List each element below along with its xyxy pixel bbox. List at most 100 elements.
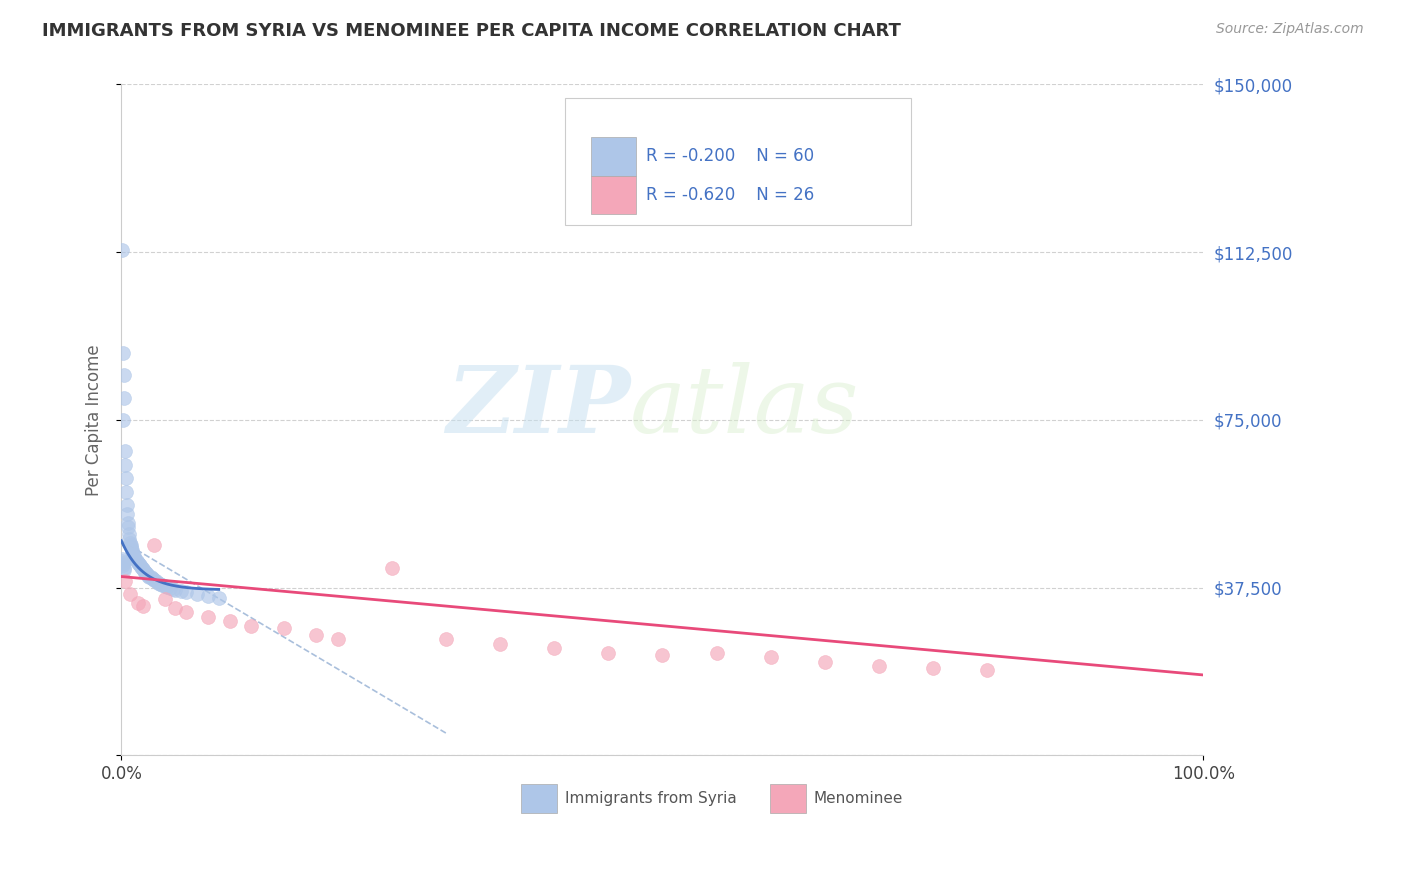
Point xyxy=(305,628,328,642)
Text: R = -0.200    N = 60: R = -0.200 N = 60 xyxy=(647,147,814,165)
Point xyxy=(197,589,219,603)
Point xyxy=(146,575,169,590)
Point xyxy=(118,527,141,541)
Point xyxy=(111,346,134,360)
FancyBboxPatch shape xyxy=(520,784,557,814)
Point xyxy=(122,547,145,561)
Point xyxy=(598,646,620,660)
Text: IMMIGRANTS FROM SYRIA VS MENOMINEE PER CAPITA INCOME CORRELATION CHART: IMMIGRANTS FROM SYRIA VS MENOMINEE PER C… xyxy=(42,22,901,40)
Point xyxy=(162,582,184,596)
Point xyxy=(111,243,134,257)
Point xyxy=(124,549,146,564)
Point xyxy=(118,587,141,601)
Point xyxy=(131,561,153,575)
Point xyxy=(111,556,134,570)
Point xyxy=(186,587,208,601)
Point xyxy=(434,632,457,647)
Point xyxy=(134,565,156,579)
Point xyxy=(142,573,165,587)
Point xyxy=(114,444,136,458)
Point xyxy=(121,542,143,557)
Point xyxy=(112,391,135,405)
Y-axis label: Per Capita Income: Per Capita Income xyxy=(86,344,103,496)
Point xyxy=(651,648,673,662)
Point xyxy=(153,579,176,593)
FancyBboxPatch shape xyxy=(591,176,637,214)
Point xyxy=(138,568,160,582)
Point xyxy=(139,570,162,584)
Text: Menominee: Menominee xyxy=(814,791,903,806)
Point xyxy=(117,507,139,521)
Text: Immigrants from Syria: Immigrants from Syria xyxy=(565,791,737,806)
Point xyxy=(114,574,136,588)
Point xyxy=(129,559,152,574)
Point xyxy=(117,520,139,534)
Point xyxy=(976,664,998,678)
Point xyxy=(165,600,187,615)
FancyBboxPatch shape xyxy=(769,784,807,814)
Point xyxy=(117,516,139,530)
Point xyxy=(114,458,136,472)
Point xyxy=(132,564,155,578)
Text: atlas: atlas xyxy=(630,361,859,451)
Point xyxy=(112,563,135,577)
Point xyxy=(114,471,136,485)
Point xyxy=(208,591,231,605)
Point xyxy=(112,558,135,573)
Point xyxy=(111,554,134,568)
Point xyxy=(115,498,138,512)
Point xyxy=(159,581,181,595)
Text: Source: ZipAtlas.com: Source: ZipAtlas.com xyxy=(1216,22,1364,37)
Point xyxy=(128,557,150,571)
Point xyxy=(118,536,141,550)
Point xyxy=(118,532,141,546)
Point xyxy=(174,585,197,599)
Point xyxy=(868,659,890,673)
Point xyxy=(111,551,134,566)
Point xyxy=(153,591,176,606)
Point xyxy=(112,560,135,574)
Point xyxy=(922,661,945,675)
Point xyxy=(543,641,565,656)
Point xyxy=(149,577,172,591)
Point xyxy=(152,578,174,592)
Point xyxy=(121,545,143,559)
Point xyxy=(170,583,193,598)
Point xyxy=(174,605,197,619)
Point xyxy=(135,566,157,581)
Point xyxy=(240,619,263,633)
Point xyxy=(127,596,149,610)
Point xyxy=(138,569,160,583)
Point xyxy=(165,582,187,597)
Point xyxy=(273,621,295,635)
Point xyxy=(814,655,837,669)
Point xyxy=(197,609,219,624)
Point xyxy=(112,368,135,383)
Point xyxy=(156,580,179,594)
Point xyxy=(128,558,150,573)
Point xyxy=(326,632,349,647)
Text: R = -0.620    N = 26: R = -0.620 N = 26 xyxy=(647,186,814,204)
Point xyxy=(127,556,149,570)
Point xyxy=(111,413,134,427)
FancyBboxPatch shape xyxy=(565,98,911,226)
Point xyxy=(132,562,155,576)
Point xyxy=(132,599,155,613)
Text: ZIP: ZIP xyxy=(446,361,630,451)
Point xyxy=(120,541,142,555)
FancyBboxPatch shape xyxy=(591,137,637,176)
Point xyxy=(120,538,142,552)
Point xyxy=(115,484,138,499)
Point xyxy=(489,637,512,651)
Point xyxy=(142,538,165,552)
Point xyxy=(125,554,148,568)
Point xyxy=(706,646,728,660)
Point xyxy=(124,551,146,566)
Point xyxy=(381,560,404,574)
Point xyxy=(759,650,782,665)
Point xyxy=(142,572,165,586)
Point xyxy=(145,574,167,589)
Point xyxy=(141,571,163,585)
Point xyxy=(218,615,240,629)
Point xyxy=(136,567,159,582)
